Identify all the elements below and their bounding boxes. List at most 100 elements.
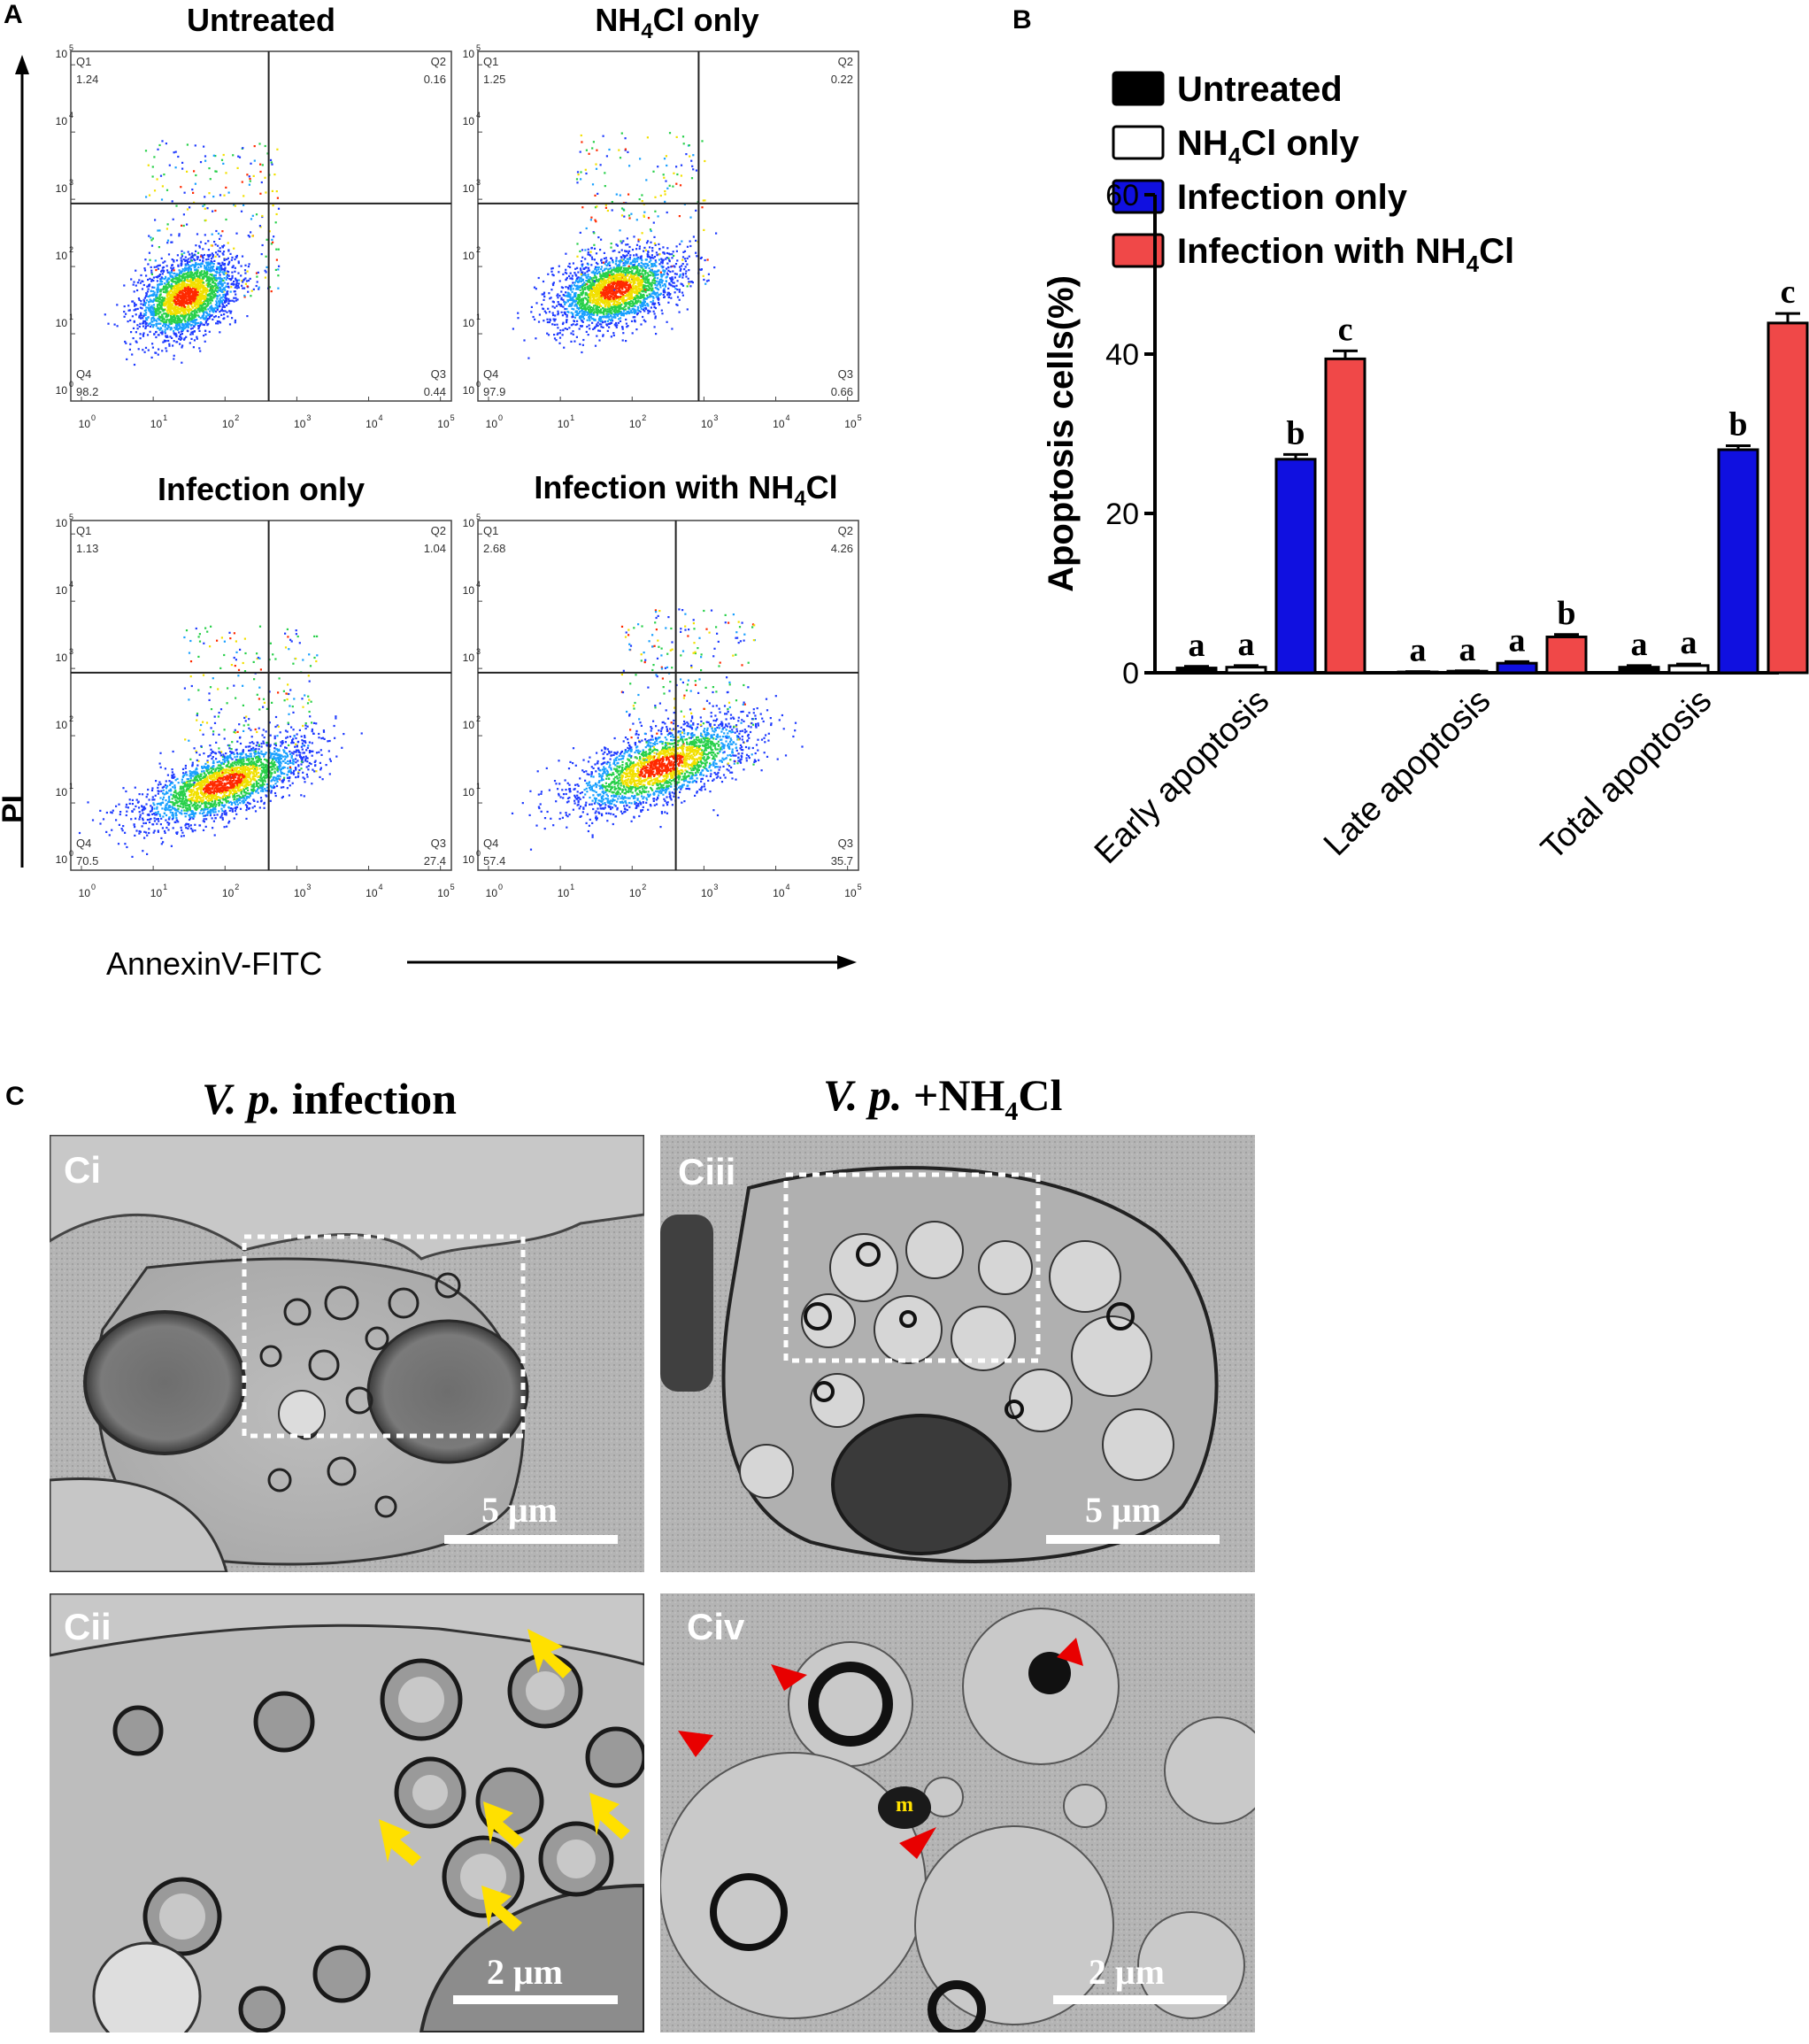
- event-dot: [575, 300, 578, 303]
- event-dot: [214, 294, 217, 297]
- event-dot: [236, 298, 239, 301]
- event-dot: [593, 232, 596, 235]
- event-dot: [191, 284, 194, 287]
- event-dot: [634, 282, 636, 284]
- event-dot: [157, 229, 159, 232]
- event-dot: [176, 284, 179, 287]
- event-dot: [229, 279, 232, 282]
- event-dot: [586, 319, 589, 321]
- event-dot: [190, 331, 193, 334]
- event-dot: [168, 310, 171, 312]
- event-dot: [599, 284, 603, 287]
- event-dot: [207, 263, 211, 266]
- event-dot: [621, 258, 624, 261]
- event-dot: [684, 259, 687, 263]
- event-dot: [153, 291, 156, 294]
- event-dot: [196, 308, 199, 311]
- event-dot: [204, 234, 206, 236]
- event-dot: [614, 306, 617, 310]
- event-dot: [195, 269, 198, 272]
- event-dot: [666, 274, 669, 276]
- event-dot: [597, 236, 600, 239]
- event-dot: [243, 269, 247, 272]
- event-dot: [198, 246, 201, 249]
- event-dot: [153, 317, 156, 320]
- event-dot: [589, 285, 592, 289]
- event-dot: [624, 283, 627, 286]
- event-dot: [189, 287, 191, 289]
- event-dot: [138, 325, 141, 328]
- event-dot: [186, 305, 189, 308]
- event-dot: [648, 260, 650, 263]
- event-dot: [231, 266, 235, 268]
- event-dot: [188, 283, 190, 286]
- event-dot: [599, 320, 602, 323]
- event-dot: [234, 319, 236, 322]
- event-dot: [637, 263, 641, 266]
- event-dot: [193, 324, 196, 327]
- event-dot: [206, 270, 209, 273]
- event-dot: [673, 282, 675, 284]
- event-dot: [587, 248, 589, 251]
- event-dot: [255, 272, 258, 274]
- event-dot: [152, 276, 155, 279]
- event-dot: [235, 284, 238, 287]
- event-dot: [599, 318, 602, 320]
- event-dot: [627, 293, 630, 296]
- event-dot: [640, 261, 643, 264]
- event-dot: [592, 295, 595, 297]
- event-dot: [585, 311, 588, 313]
- event-dot: [261, 164, 264, 166]
- event-dot: [630, 300, 633, 303]
- event-dot: [653, 274, 656, 277]
- event-dot: [590, 256, 593, 258]
- event-dot: [200, 270, 204, 273]
- event-dot: [183, 314, 186, 317]
- event-dot: [646, 255, 649, 258]
- event-dot: [644, 275, 648, 278]
- event-dot: [608, 282, 611, 284]
- event-dot: [178, 233, 181, 235]
- event-dot: [220, 313, 223, 316]
- event-dot: [627, 265, 630, 267]
- event-dot: [222, 251, 226, 253]
- event-dot: [158, 264, 161, 266]
- event-dot: [604, 172, 606, 174]
- event-dot: [196, 284, 199, 287]
- event-dot: [559, 305, 562, 307]
- event-dot: [151, 166, 154, 168]
- event-dot: [584, 249, 587, 251]
- event-dot: [164, 287, 166, 289]
- event-dot: [626, 326, 628, 328]
- event-dot: [530, 311, 533, 313]
- event-dot: [166, 289, 168, 291]
- event-dot: [173, 260, 175, 263]
- event-dot: [182, 281, 186, 283]
- event-dot: [174, 328, 177, 331]
- event-dot: [212, 310, 214, 312]
- event-dot: [611, 312, 613, 315]
- event-dot: [580, 318, 582, 320]
- event-dot: [652, 257, 655, 259]
- event-dot: [663, 252, 666, 255]
- event-dot: [247, 290, 250, 293]
- event-dot: [587, 275, 589, 278]
- event-dot: [183, 318, 186, 320]
- event-dot: [243, 287, 246, 289]
- event-dot: [196, 251, 200, 254]
- event-dot: [589, 279, 591, 282]
- event-dot: [276, 148, 279, 150]
- event-dot: [197, 301, 200, 304]
- event-dot: [123, 315, 126, 318]
- event-dot: [603, 282, 605, 284]
- event-dot: [611, 306, 613, 310]
- event-dot: [603, 291, 605, 294]
- event-dot: [213, 316, 216, 319]
- event-dot: [157, 353, 159, 356]
- event-dot: [602, 299, 604, 302]
- event-dot: [645, 308, 648, 311]
- event-dot: [597, 273, 599, 275]
- event-dot: [582, 274, 585, 276]
- event-dot: [217, 282, 219, 285]
- event-dot: [676, 296, 680, 298]
